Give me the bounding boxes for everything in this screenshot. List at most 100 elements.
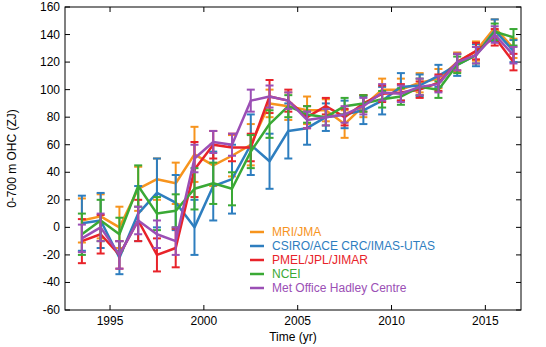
error-cap xyxy=(78,251,86,253)
error-cap xyxy=(115,240,123,242)
error-cap xyxy=(491,18,499,20)
error-cap xyxy=(228,213,236,215)
error-cap xyxy=(397,101,405,103)
error-bar xyxy=(172,175,180,230)
error-cap xyxy=(509,46,517,48)
error-cap xyxy=(97,213,105,215)
error-cap xyxy=(378,83,386,85)
error-cap xyxy=(397,85,405,87)
legend-label: MRI/JMA xyxy=(272,225,321,239)
error-bar xyxy=(115,241,123,274)
y-tick xyxy=(516,144,521,145)
error-cap xyxy=(97,199,105,201)
error-cap xyxy=(303,144,311,146)
y-tick-label: 40 xyxy=(47,165,61,179)
series-line xyxy=(82,30,514,257)
error-cap xyxy=(284,108,292,110)
error-cap xyxy=(491,42,499,44)
error-cap xyxy=(247,167,255,169)
error-stem xyxy=(231,134,233,162)
error-cap xyxy=(322,124,330,126)
error-cap xyxy=(266,109,274,111)
legend-label: PMEL/JPL/JIMAR xyxy=(272,253,368,267)
error-cap xyxy=(509,69,517,71)
error-cap xyxy=(453,75,461,77)
error-cap xyxy=(341,127,349,129)
legend-label: Met Office Hadley Centre xyxy=(272,281,407,295)
error-cap xyxy=(115,240,123,242)
y-tick-label: 100 xyxy=(40,83,60,97)
error-stem xyxy=(100,193,102,248)
error-cap xyxy=(322,124,330,126)
x-tick xyxy=(485,7,486,12)
legend-label: CSIRO/ACE CRC/IMAS-UTAS xyxy=(272,239,435,253)
error-stem xyxy=(362,97,364,125)
error-cap xyxy=(209,130,217,132)
y-tick xyxy=(65,172,70,173)
error-cap xyxy=(115,206,123,208)
error-stem xyxy=(212,131,214,159)
error-cap xyxy=(378,78,386,80)
y-tick xyxy=(65,34,70,35)
error-cap xyxy=(416,78,424,80)
legend-label: NCEI xyxy=(272,267,301,281)
plot-area xyxy=(78,19,518,274)
error-cap xyxy=(115,240,123,242)
legend-swatch xyxy=(250,273,264,276)
error-cap xyxy=(472,40,480,42)
error-cap xyxy=(266,79,274,81)
error-cap xyxy=(172,266,180,268)
error-cap xyxy=(416,94,424,96)
x-tick xyxy=(297,305,298,310)
error-cap xyxy=(322,97,330,99)
error-cap xyxy=(509,45,517,47)
error-cap xyxy=(228,160,236,162)
error-cap xyxy=(115,268,123,270)
error-cap xyxy=(209,203,217,205)
series-line xyxy=(82,32,514,234)
error-cap xyxy=(209,162,217,164)
series xyxy=(78,26,518,268)
error-cap xyxy=(303,127,311,129)
error-cap xyxy=(78,195,86,197)
error-cap xyxy=(378,100,386,102)
error-cap xyxy=(284,91,292,93)
error-cap xyxy=(115,273,123,275)
series xyxy=(78,19,518,274)
series-line xyxy=(82,37,514,255)
x-tick-label: 2005 xyxy=(284,314,311,328)
error-cap xyxy=(434,73,442,75)
error-cap xyxy=(359,97,367,99)
error-stem xyxy=(81,214,83,255)
error-cap xyxy=(228,204,236,206)
error-cap xyxy=(209,130,217,132)
x-tick xyxy=(297,7,298,12)
error-cap xyxy=(359,123,367,125)
y-tick xyxy=(65,117,70,118)
x-tick xyxy=(391,305,392,310)
error-cap xyxy=(303,111,311,113)
error-cap xyxy=(284,91,292,93)
error-cap xyxy=(97,240,105,242)
error-cap xyxy=(434,91,442,93)
error-bar xyxy=(78,214,86,255)
error-cap xyxy=(303,111,311,113)
error-cap xyxy=(228,133,236,135)
error-cap xyxy=(78,262,86,264)
y-tick xyxy=(516,254,521,255)
error-cap xyxy=(359,94,367,96)
y-tick xyxy=(65,227,70,228)
error-cap xyxy=(341,137,349,139)
error-cap xyxy=(434,64,442,66)
error-cap xyxy=(172,254,180,256)
y-tick xyxy=(516,227,521,228)
legend-swatch xyxy=(250,231,264,234)
error-cap xyxy=(284,116,292,118)
error-bar xyxy=(97,200,105,241)
error-cap xyxy=(416,73,424,75)
y-tick xyxy=(516,199,521,200)
y-axis-label: 0-700 m OHC (ZJ) xyxy=(5,109,19,208)
y-tick-label: 60 xyxy=(47,138,61,152)
error-cap xyxy=(491,45,499,47)
error-cap xyxy=(247,113,255,115)
